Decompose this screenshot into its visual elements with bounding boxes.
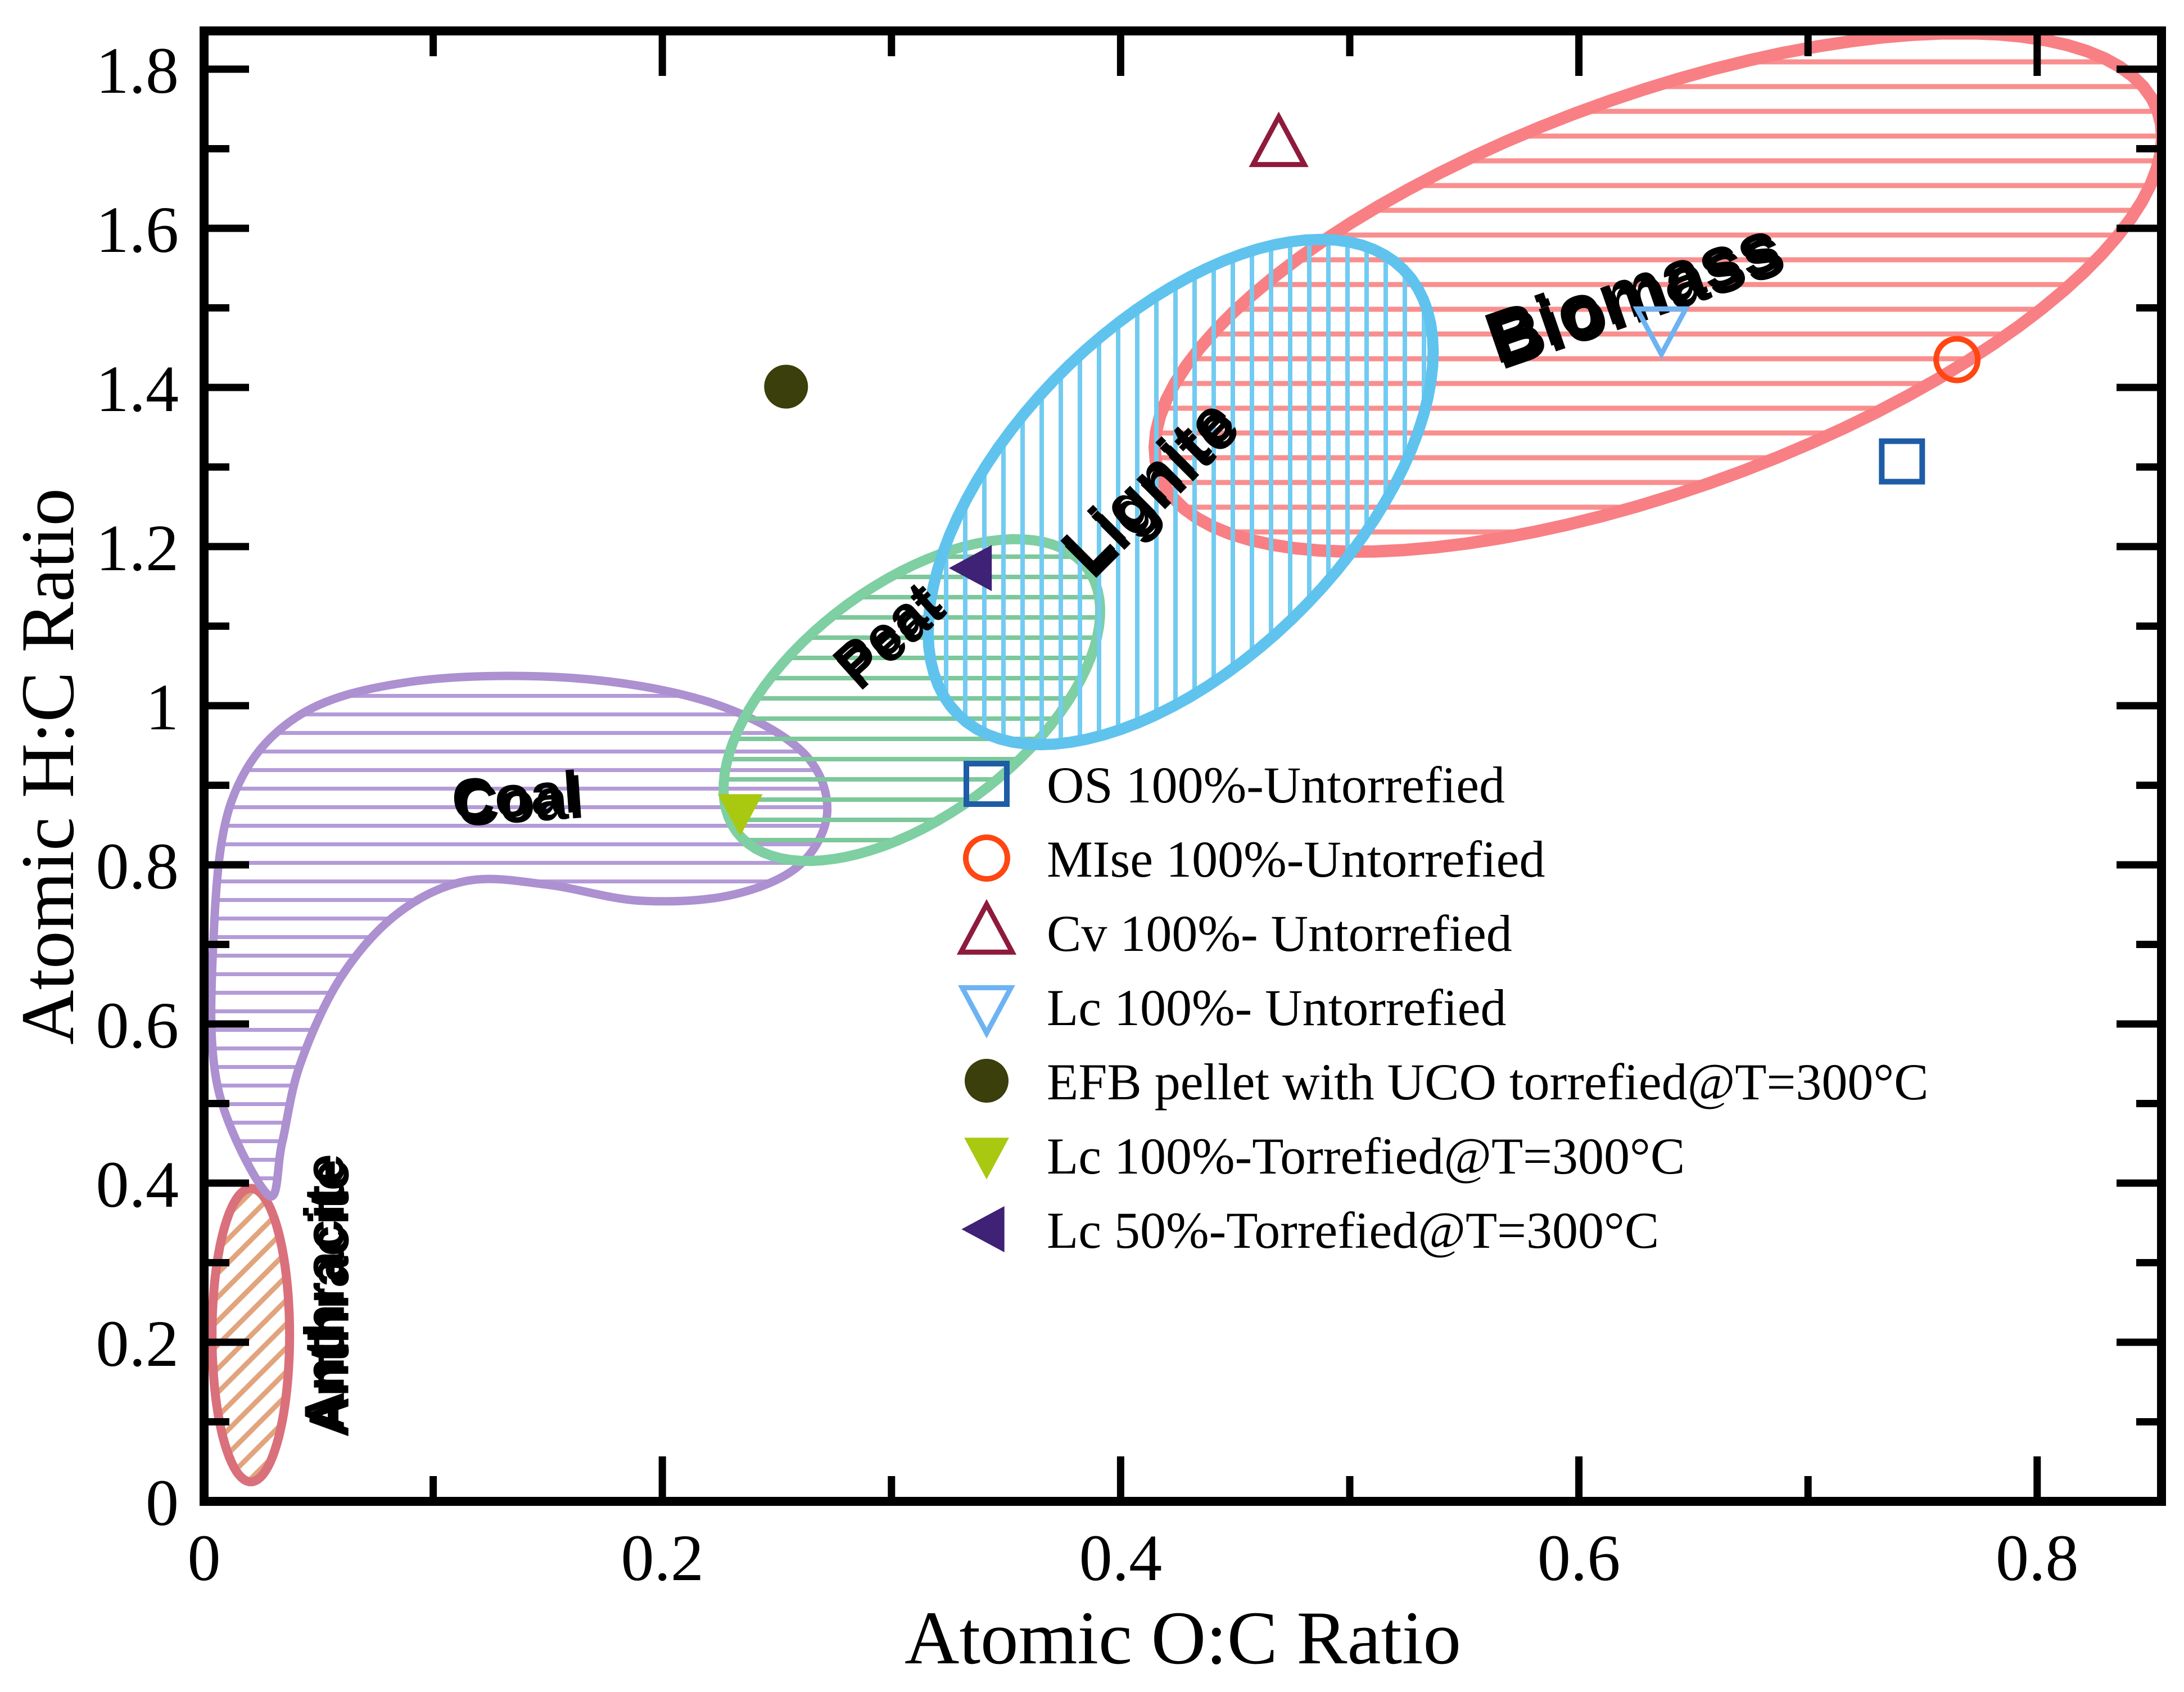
plot-frame — [200, 26, 2166, 1506]
x-tick-label: 0.8 — [1996, 1521, 2079, 1595]
legend-label-cv: Cv 100%- Untorrefied — [1047, 905, 1512, 962]
points-layer — [717, 111, 1981, 836]
y-tick-label: 0.8 — [96, 829, 179, 903]
x-tick-label: 0.4 — [1079, 1521, 1163, 1595]
legend-marker-efb — [965, 1059, 1009, 1103]
point-os — [1879, 438, 1925, 485]
legend-marker-mise — [963, 834, 1010, 882]
legend-label-lc50t: Lc 50%-Torrefied@T=300°C — [1047, 1202, 1659, 1259]
legend-item-cv: Cv 100%- Untorrefied — [956, 899, 1512, 962]
point-lc50t — [948, 545, 992, 592]
legend-item-mise: MIse 100%-Untorrefied — [963, 831, 1545, 888]
y-tick-label: 1.4 — [96, 352, 179, 426]
legend-marker-os — [964, 761, 1010, 807]
point-lc — [1633, 306, 1690, 360]
legend-item-lc50t: Lc 50%-Torrefied@T=300°C — [961, 1202, 1659, 1259]
legend-label-os: OS 100%-Untorrefied — [1047, 756, 1505, 814]
legend-item-os: OS 100%-Untorrefied — [964, 756, 1505, 814]
point-efb — [764, 364, 808, 409]
legend-item-efb: EFB pellet with UCO torrefied@T=300°C — [965, 1053, 1929, 1111]
x-tick-label: 0.2 — [621, 1521, 704, 1595]
region-label-shadow-coal: Coal — [454, 765, 586, 840]
legend-marker-cv — [956, 899, 1017, 955]
point-lc100t — [717, 794, 763, 836]
y-tick-label: 1.2 — [96, 511, 179, 585]
point-mise — [1933, 336, 1981, 383]
region-anthracite — [207, 1184, 295, 1487]
y-tick-label: 1.8 — [96, 34, 179, 107]
region-label-anthracite: Anthracite — [293, 1154, 356, 1432]
legend-label-mise: MIse 100%-Untorrefied — [1047, 831, 1545, 888]
legend-label-efb: EFB pellet with UCO torrefied@T=300°C — [1047, 1053, 1929, 1111]
x-tick-label: 0 — [188, 1521, 221, 1595]
y-tick-label: 1.6 — [96, 193, 179, 267]
y-tick-label: 1 — [146, 670, 179, 744]
y-axis-title: Atomic H:C Ratio — [6, 488, 90, 1045]
y-tick-label: 0.2 — [96, 1307, 179, 1380]
y-tick-label: 0.4 — [96, 1148, 179, 1221]
legend-label-lc100t: Lc 100%-Torrefied@T=300°C — [1047, 1127, 1685, 1185]
x-axis-title: Atomic O:C Ratio — [905, 1596, 1461, 1680]
regions-layer — [207, 31, 2162, 1487]
region-label-coal: Coal — [450, 759, 582, 834]
region-lignite — [923, 233, 1439, 751]
x-tick-label: 0.6 — [1538, 1521, 1621, 1595]
y-tick-label: 0.6 — [96, 989, 179, 1062]
ticks-layer — [200, 31, 2162, 1505]
legend-item-lc100t: Lc 100%-Torrefied@T=300°C — [964, 1127, 1685, 1185]
point-cv — [1249, 111, 1309, 168]
legend-marker-lc50t — [961, 1206, 1005, 1253]
legend: OS 100%-Untorrefied MIse 100%-Untorrefied… — [956, 756, 1929, 1259]
legend-label-lc: Lc 100%- Untorrefied — [1047, 979, 1506, 1036]
y-tick-label: 0 — [146, 1466, 179, 1540]
legend-marker-lc — [958, 985, 1015, 1039]
legend-marker-lc100t — [964, 1138, 1009, 1180]
legend-item-lc: Lc 100%- Untorrefied — [958, 979, 1506, 1039]
region-label-shadow-anthracite: Anthracite — [298, 1159, 361, 1438]
